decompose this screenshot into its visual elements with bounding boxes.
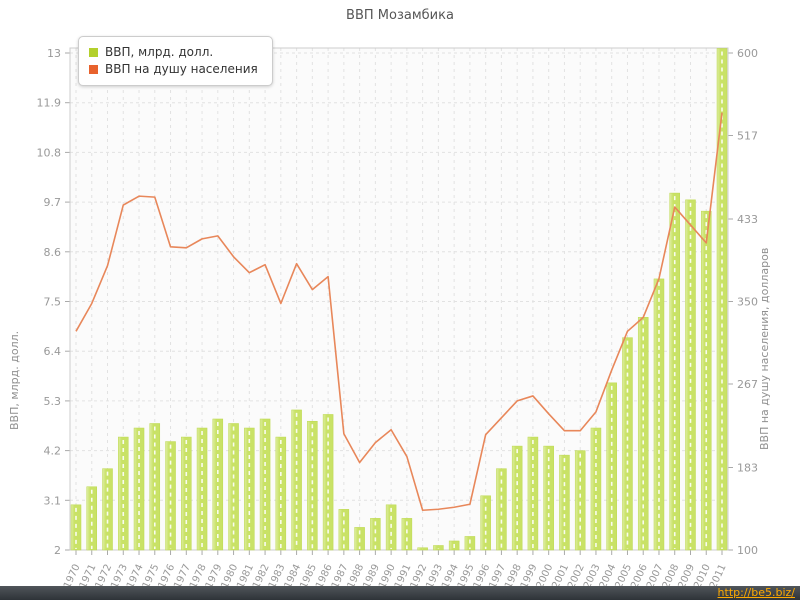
- gdp-bars-swatch-icon: [89, 48, 98, 57]
- chart-title: ВВП Мозамбика: [346, 8, 454, 23]
- bar-2008: [669, 192, 680, 551]
- right-tick-label: 350: [737, 296, 758, 309]
- footer-link[interactable]: http://be5.biz/: [717, 586, 795, 599]
- plot-frame: [69, 47, 729, 551]
- legend-label-gdp: ВВП, млрд. долл.: [105, 45, 214, 59]
- legend-item-gdp-per-capita: ВВП на душу населения: [89, 61, 258, 78]
- bar-1992: [417, 547, 428, 551]
- bar-1971: [86, 486, 98, 551]
- bar-1991: [401, 518, 413, 551]
- left-axis-title: ВВП, млрд. долл.: [8, 330, 21, 430]
- bar-1983: [275, 436, 287, 551]
- left-tick-label: 6.4: [44, 345, 62, 358]
- left-tick-label: 13: [47, 47, 61, 60]
- bar-1980: [228, 423, 239, 551]
- left-tick-label: 8.6: [44, 246, 62, 259]
- legend: ВВП, млрд. долл. ВВП на душу населения: [78, 36, 273, 86]
- bar-1997: [496, 468, 507, 551]
- left-tick-label: 3.1: [44, 494, 62, 507]
- gdp-per-capita-line: [75, 112, 723, 512]
- plot-background: [70, 48, 728, 550]
- bar-1999: [527, 436, 539, 551]
- bar-2005: [622, 337, 633, 551]
- x-tick-label: 2011: [708, 563, 729, 586]
- right-tick-label: 100: [737, 544, 758, 557]
- right-axis-title: ВВП на душу населения, долларов: [758, 247, 771, 450]
- footer-bar: http://be5.biz/: [0, 586, 800, 600]
- bar-1979: [212, 418, 224, 551]
- plot-area: 2 3.1 4.2 5.3 6.4 7.5 8.6 9.7 10.8 11.9 13 100 183 26…: [37, 47, 759, 586]
- left-tick-label: 9.7: [44, 196, 62, 209]
- bar-2002: [574, 450, 586, 551]
- bar-1977: [181, 436, 192, 551]
- right-tick-label: 267: [737, 378, 758, 391]
- bar-1982: [259, 418, 271, 551]
- left-tick-label: 11.9: [37, 97, 62, 110]
- bar-2011: [716, 48, 728, 551]
- bar-2010: [700, 210, 712, 551]
- left-tick-label: 4.2: [44, 445, 62, 458]
- right-tick-label: 433: [737, 213, 758, 226]
- left-tick-label: 10.8: [37, 146, 62, 159]
- bar-2001: [559, 454, 570, 551]
- right-tick-label: 517: [737, 130, 758, 143]
- bar-1993: [433, 545, 444, 551]
- legend-item-gdp: ВВП, млрд. долл.: [89, 44, 258, 61]
- left-tick-label: 7.5: [44, 296, 62, 309]
- right-tick-label: 183: [737, 461, 758, 474]
- bar-1975: [149, 423, 161, 551]
- gdp-per-capita-line-swatch-icon: [89, 65, 98, 74]
- left-tick-label: 5.3: [44, 395, 62, 408]
- left-tick-label: 2: [54, 544, 61, 557]
- right-tick-label: 600: [737, 47, 758, 60]
- bar-1972: [102, 468, 113, 551]
- bar-1989: [370, 518, 381, 551]
- bar-2009: [685, 199, 696, 551]
- bar-1973: [118, 436, 129, 551]
- legend-label-gdp-per-capita: ВВП на душу населения: [105, 62, 258, 76]
- bar-1985: [307, 420, 318, 551]
